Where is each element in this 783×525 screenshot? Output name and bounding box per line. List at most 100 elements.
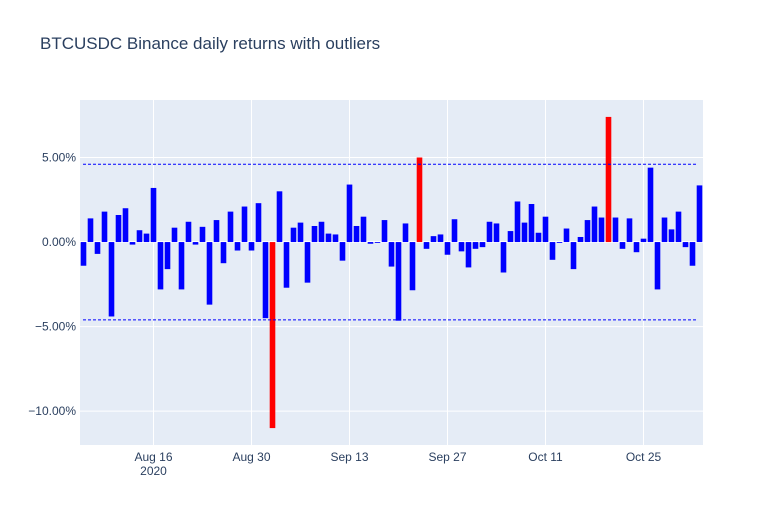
return-bar [654,242,661,290]
return-bar [304,242,311,283]
bars-group [80,116,703,429]
return-bar [115,215,122,243]
outlier-bar [269,242,276,429]
return-bar [437,234,444,243]
return-bar [234,242,241,251]
return-bar [619,242,626,249]
return-bar [367,242,374,244]
outlier-bar [605,116,612,243]
return-bar [325,233,332,243]
return-bar [185,221,192,243]
return-bar [108,242,115,317]
return-bar [311,225,318,243]
return-bar [612,217,619,243]
return-bar [220,242,227,264]
return-bar [122,208,129,243]
return-bar [388,242,395,267]
return-bar [598,217,605,243]
return-bar [94,242,101,254]
return-bar [577,236,584,243]
y-tick-label: 0.00% [42,235,76,249]
return-bar [528,204,535,243]
return-bar [486,221,493,243]
return-bar [675,211,682,243]
return-bar [360,216,367,243]
return-bar [682,242,689,248]
return-bar [514,201,521,243]
return-bar [213,220,220,243]
return-bar [626,218,633,243]
y-axis-ticks: 5.00% 0.00% −5.00% −10.00% [28,151,76,419]
x-tick-label: Sep 13 [330,450,368,464]
y-tick-label: −5.00% [35,320,76,334]
return-bar [647,167,654,243]
x-tick-label: Oct 11 [528,450,563,464]
return-bar [381,220,388,243]
return-bar [150,187,157,243]
return-bar [507,231,514,243]
return-bar [101,211,108,243]
return-bar [668,229,675,243]
return-bar [633,242,640,253]
y-tick-label: −10.00% [28,404,76,418]
return-bar [87,218,94,243]
return-bar [332,234,339,243]
return-bar [640,238,647,243]
return-bar [80,242,87,266]
return-bar [451,219,458,243]
return-bar [465,242,472,268]
return-bar [458,242,465,252]
return-bar [472,242,479,249]
return-bar [171,227,178,243]
return-bar [402,223,409,243]
return-bar [409,242,416,291]
return-bar [227,211,234,243]
x-tick-label: Aug 16 [134,450,172,464]
return-bar [395,242,402,321]
return-bar [199,226,206,243]
return-bar [542,216,549,243]
return-bar [297,222,304,243]
return-bar [206,242,213,305]
return-bar [318,221,325,243]
return-bar [255,203,262,243]
threshold-lines [83,163,698,321]
return-bar [535,232,542,243]
return-bar [157,242,164,290]
return-bar [178,242,185,290]
return-bar [276,191,283,243]
x-tick-label: Aug 30 [232,450,270,464]
y-tick-label: 5.00% [42,151,76,165]
return-bar [143,233,150,243]
x-tick-year-label: 2020 [140,464,167,478]
return-bar [423,242,430,249]
return-bar [290,227,297,243]
return-bar [136,230,143,243]
return-bar [248,242,255,251]
return-bar [570,242,577,270]
return-bar [493,223,500,243]
return-bar [500,242,507,273]
x-tick-label: Oct 25 [626,450,662,464]
return-bar [661,217,668,243]
return-bar [339,242,346,261]
return-bar [430,236,437,243]
return-bar [129,242,136,245]
x-tick-label: Sep 27 [428,450,466,464]
return-bar [591,206,598,243]
return-bar [262,242,269,319]
return-bar [374,242,381,243]
return-bar [241,206,248,243]
return-bar [584,220,591,243]
return-bar [346,184,353,243]
return-bar [556,242,563,243]
return-bar [549,242,556,260]
return-bar [689,242,696,266]
return-bar [353,225,360,243]
return-bar [696,185,703,243]
outlier-bar [416,157,423,243]
return-bar [479,242,486,248]
return-bar [164,242,171,270]
